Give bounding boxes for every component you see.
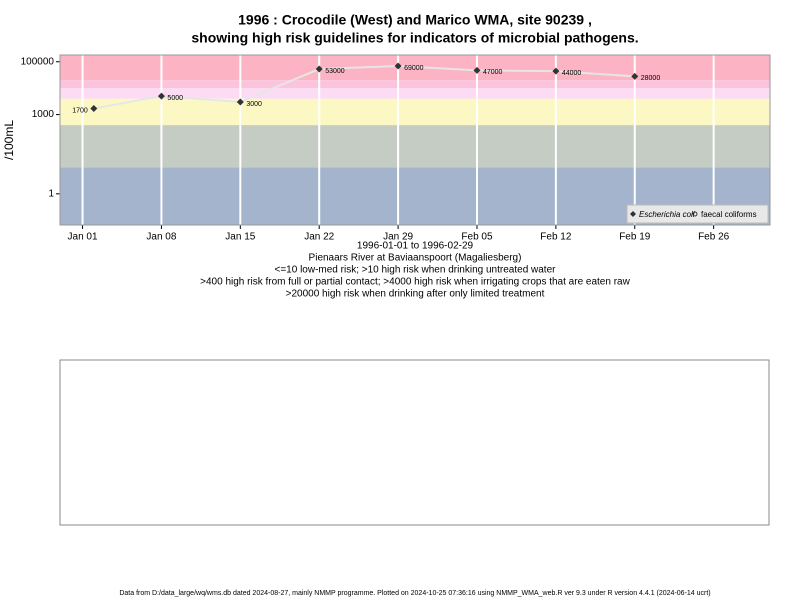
site-label: Pienaars River at Baviaanspoort (Magalie… [309,253,522,264]
data-label: 53000 [325,68,345,75]
y-tick-label: 1 [48,188,54,199]
data-label: 69000 [404,65,424,72]
chart-subtitle: showing high risk guidelines for indicat… [191,30,638,46]
data-label: 47000 [483,69,503,76]
legend-marker [692,211,698,217]
x-tick-label: Feb 12 [540,232,572,243]
empty-panel [59,359,770,526]
data-point [394,62,402,70]
note: <=10 low-med risk; >10 high risk when dr… [275,265,557,276]
x-tick-label: Jan 29 [383,232,413,243]
x-tick-label: Feb 05 [461,232,493,243]
legend-label: faecal coliforms [701,210,757,219]
y-axis-label: /100mL [2,120,16,160]
data-label: 5000 [167,95,183,102]
x-tick-label: Jan 08 [146,232,176,243]
data-point [631,72,639,80]
y-tick-label: 100000 [21,56,55,67]
note: >20000 high risk when drinking after onl… [286,289,545,300]
data-label: 28000 [641,75,661,82]
legend: Escherichia coli faecal coliforms [626,204,769,224]
guideline-band [60,125,770,168]
chart-title: 1996 : Crocodile (West) and Marico WMA, … [238,12,592,28]
x-tick-label: Jan 01 [68,232,98,243]
x-tick-label: Jan 15 [225,232,255,243]
data-label: 44000 [562,70,582,77]
note: >400 high risk from full or partial cont… [200,277,630,288]
data-label: 1700 [72,107,88,114]
x-tick-label: Feb 26 [698,232,730,243]
x-axis-label: 1996-01-01 to 1996-02-29 [357,241,474,252]
data-point [552,67,560,75]
legend-marker [630,211,636,217]
series-line [93,64,635,110]
plot-frame [59,54,771,226]
legend-label: Escherichia coli [639,210,695,219]
data-point [315,65,323,73]
guideline-band [60,80,770,89]
footer: Data from D:/data_large/wq/wms.db dated … [119,590,710,597]
data-point [157,92,165,100]
data-point [90,104,98,112]
data-point [236,98,244,106]
y-tick-label: 1000 [32,109,55,120]
data-point [473,66,481,74]
data-label: 3000 [246,101,262,108]
guideline-band [60,98,770,126]
x-tick-label: Jan 22 [304,232,334,243]
guideline-band [60,88,770,99]
x-tick-label: Feb 19 [619,232,651,243]
